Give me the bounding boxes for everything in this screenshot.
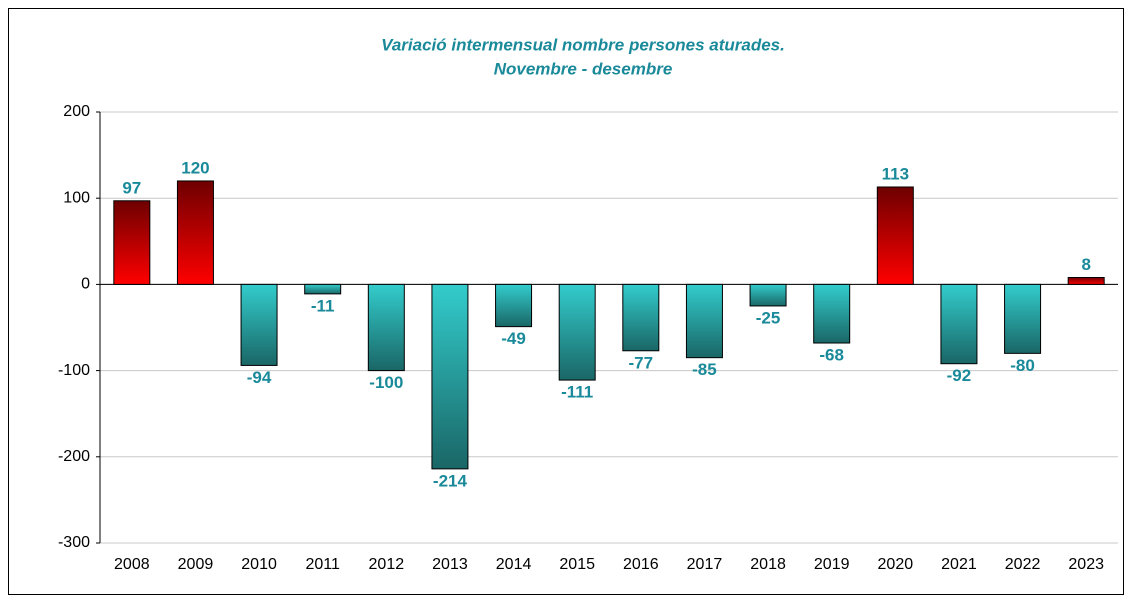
value-label: -111 — [561, 383, 593, 402]
value-label: -94 — [247, 368, 272, 387]
x-tick-label: 2022 — [1005, 556, 1041, 573]
bar — [685, 283, 723, 359]
bar — [622, 283, 660, 352]
value-label: -80 — [1010, 356, 1035, 375]
value-label: -68 — [819, 346, 844, 365]
value-label: -92 — [947, 366, 972, 385]
y-tick-label: -200 — [58, 448, 90, 465]
value-label: -100 — [369, 373, 403, 392]
x-tick-label: 2019 — [814, 556, 850, 573]
x-tick-label: 2017 — [687, 556, 723, 573]
value-label: 120 — [181, 158, 209, 177]
x-tick-label: 2013 — [432, 556, 468, 573]
chart-subtitle: Novembre - desembre — [494, 59, 673, 78]
x-tick-label: 2018 — [750, 556, 786, 573]
x-tick-label: 2015 — [559, 556, 595, 573]
bar — [558, 283, 596, 381]
chart-title: Variació intermensual nombre persones at… — [381, 35, 785, 54]
x-tick-label: 2021 — [941, 556, 977, 573]
y-tick-label: -300 — [58, 534, 90, 551]
bar — [1067, 277, 1105, 285]
value-label: 113 — [882, 164, 909, 183]
x-tick-label: 2009 — [178, 556, 214, 573]
x-tick-label: 2010 — [241, 556, 277, 573]
bar — [304, 283, 342, 295]
bar — [431, 283, 469, 470]
bar — [367, 283, 405, 372]
y-tick-label: 0 — [81, 276, 90, 293]
x-tick-label: 2008 — [114, 556, 150, 573]
bar — [876, 186, 914, 285]
bar — [113, 200, 151, 285]
bar — [813, 283, 851, 344]
y-tick-label: 100 — [63, 189, 90, 206]
bar — [240, 283, 278, 366]
bar — [749, 283, 787, 307]
value-label: 97 — [122, 178, 141, 197]
value-label: -85 — [692, 360, 717, 379]
value-label: -77 — [629, 353, 654, 372]
x-tick-label: 2020 — [878, 556, 914, 573]
value-label: -11 — [311, 296, 335, 315]
value-label: -49 — [501, 329, 526, 348]
value-label: -25 — [756, 308, 781, 327]
bar — [1004, 283, 1042, 354]
x-tick-label: 2011 — [305, 556, 340, 573]
x-tick-label: 2016 — [623, 556, 659, 573]
x-tick-label: 2012 — [369, 556, 405, 573]
bar — [495, 283, 533, 328]
bar — [176, 180, 214, 285]
bar — [940, 283, 978, 365]
x-tick-label: 2014 — [496, 556, 532, 573]
value-label: 8 — [1081, 255, 1090, 274]
x-tick-label: 2023 — [1068, 556, 1104, 573]
y-tick-label: 200 — [63, 103, 90, 120]
value-label: -214 — [433, 471, 468, 490]
y-tick-label: -100 — [58, 362, 90, 379]
